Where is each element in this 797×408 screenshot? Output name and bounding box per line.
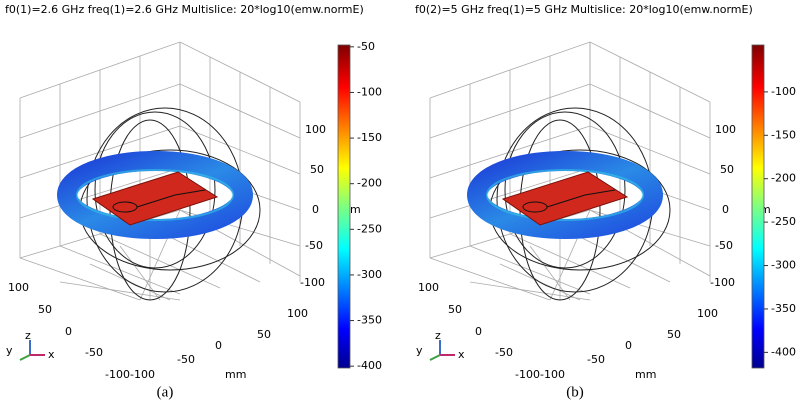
colorbar-tick-label: -350	[771, 302, 796, 315]
colorbar-tick-label: -250	[771, 215, 796, 228]
x-tick-label: -100	[540, 368, 565, 381]
colorbar-tick-label: -100	[357, 85, 382, 98]
grid-wall	[19, 41, 301, 103]
grid-wall	[429, 41, 711, 103]
colorbar-tick-label: -350	[357, 314, 382, 327]
caption: (b)	[566, 384, 584, 400]
colorbar	[751, 44, 765, 369]
y-tick-label: 0	[65, 325, 72, 338]
colorbar-tick-label: -300	[357, 268, 382, 281]
ring-edge	[76, 169, 234, 221]
ring-edge	[486, 169, 644, 221]
field-ring	[467, 151, 663, 239]
z-axis-label: m	[760, 203, 771, 216]
triad-label: z	[25, 329, 31, 342]
colorbar-tick-label: -150	[771, 128, 796, 141]
y-tick-label: 50	[38, 303, 52, 316]
colorbar-tick-label: -150	[357, 131, 382, 144]
z-tick-label: 50	[720, 163, 734, 176]
x-tick-label: 100	[287, 307, 308, 320]
triad-label: y	[6, 344, 13, 357]
grid-wall	[509, 233, 631, 289]
y-tick-label: 100	[418, 281, 439, 294]
panel-title: f0(2)=5 GHz freq(1)=5 GHz Multislice: 20…	[415, 3, 753, 16]
triad-label: x	[458, 348, 465, 361]
triad-label: x	[48, 348, 55, 361]
colorbar-tick-label: -200	[357, 177, 382, 190]
y-tick-label: 50	[448, 303, 462, 316]
x-tick-label: -50	[587, 353, 605, 366]
grid-wall	[429, 257, 551, 301]
x-tick-label: 0	[215, 339, 222, 352]
wire-loop	[504, 111, 626, 269]
x-tick-label: -50	[177, 353, 195, 366]
colorbar-tick-label: -100	[771, 85, 796, 98]
triad-label: z	[435, 329, 441, 342]
board-trace	[546, 189, 616, 208]
panel-title: f0(1)=2.6 GHz freq(1)=2.6 GHz Multislice…	[5, 3, 364, 16]
y-tick-label: 100	[8, 281, 29, 294]
triad-label: y	[416, 344, 423, 357]
grid-wall	[469, 281, 591, 301]
z-tick-label: 50	[310, 163, 324, 176]
caption: (a)	[157, 384, 174, 400]
grid-wall	[429, 83, 711, 139]
y-tick-label: -100	[515, 368, 540, 381]
y-tick-label: -100	[105, 368, 130, 381]
y-tick-label: 0	[475, 325, 482, 338]
z-tick-label: 0	[312, 203, 319, 216]
z-tick-label: -100	[300, 276, 325, 289]
colorbar	[337, 44, 351, 369]
wire-loop	[94, 111, 216, 269]
grid-wall	[59, 281, 181, 301]
grid-wall	[19, 257, 141, 301]
colorbar-tick-label: -300	[771, 259, 796, 272]
grid-wall	[19, 83, 301, 139]
colorbar-tick-label: -200	[771, 172, 796, 185]
triad-y	[429, 354, 441, 361]
y-tick-label: -50	[495, 346, 513, 359]
x-axis-label: mm	[635, 368, 656, 381]
board-trace	[136, 189, 206, 208]
z-tick-label: 100	[305, 123, 326, 136]
x-axis-label: mm	[225, 368, 246, 381]
triad-y	[19, 354, 31, 361]
z-axis-label: m	[350, 203, 361, 216]
x-tick-label: 50	[667, 328, 681, 341]
z-tick-label: -50	[305, 239, 323, 252]
z-tick-label: -100	[710, 276, 735, 289]
y-tick-label: -50	[85, 346, 103, 359]
panel: f0(1)=2.6 GHz freq(1)=2.6 GHz Multislice…	[5, 3, 382, 400]
z-tick-label: 100	[715, 123, 736, 136]
colorbar-tick-label: -400	[357, 359, 382, 372]
panel: f0(2)=5 GHz freq(1)=5 GHz Multislice: 20…	[415, 3, 796, 400]
grid-wall	[99, 233, 221, 289]
z-tick-label: 0	[722, 203, 729, 216]
x-tick-label: -100	[130, 368, 155, 381]
z-tick-label: -50	[715, 239, 733, 252]
x-tick-label: 50	[257, 328, 271, 341]
colorbar-tick-label: -50	[357, 40, 375, 53]
field-ring	[57, 151, 253, 239]
x-tick-label: 100	[697, 307, 718, 320]
x-tick-label: 0	[625, 339, 632, 352]
colorbar-tick-label: -400	[771, 345, 796, 358]
colorbar-tick-label: -250	[357, 222, 382, 235]
